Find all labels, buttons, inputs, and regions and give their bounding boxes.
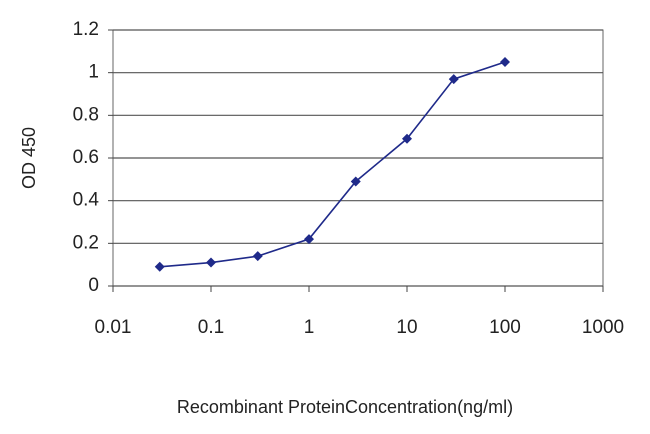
x-tick-label: 100 <box>489 317 521 338</box>
x-axis-title: Recombinant ProteinConcentration(ng/ml) <box>177 397 513 417</box>
x-tick-label: 10 <box>396 317 417 338</box>
y-tick-label: 1 <box>88 62 99 83</box>
y-axis-title: OD 450 <box>19 127 39 189</box>
data-point <box>252 251 263 262</box>
y-tick-label: 0.6 <box>73 147 99 168</box>
y-tick-label: 0.2 <box>73 232 99 253</box>
x-tick-label: 1 <box>304 317 315 338</box>
y-tick-label: 0 <box>88 275 99 296</box>
y-tick-label: 0.8 <box>73 104 99 125</box>
data-point <box>350 176 361 187</box>
data-point <box>448 74 459 85</box>
x-tick-label: 1000 <box>582 317 624 338</box>
y-tick-label: 0.4 <box>73 190 100 211</box>
x-tick-label: 0.1 <box>198 317 224 338</box>
data-point <box>206 257 216 268</box>
data-point <box>500 57 510 67</box>
data-point <box>402 133 412 144</box>
data-point <box>304 234 314 245</box>
x-tick-label: 0.01 <box>95 317 132 338</box>
data-point <box>154 261 165 272</box>
series-line <box>159 61 506 268</box>
y-tick-label: 1.2 <box>73 19 99 40</box>
